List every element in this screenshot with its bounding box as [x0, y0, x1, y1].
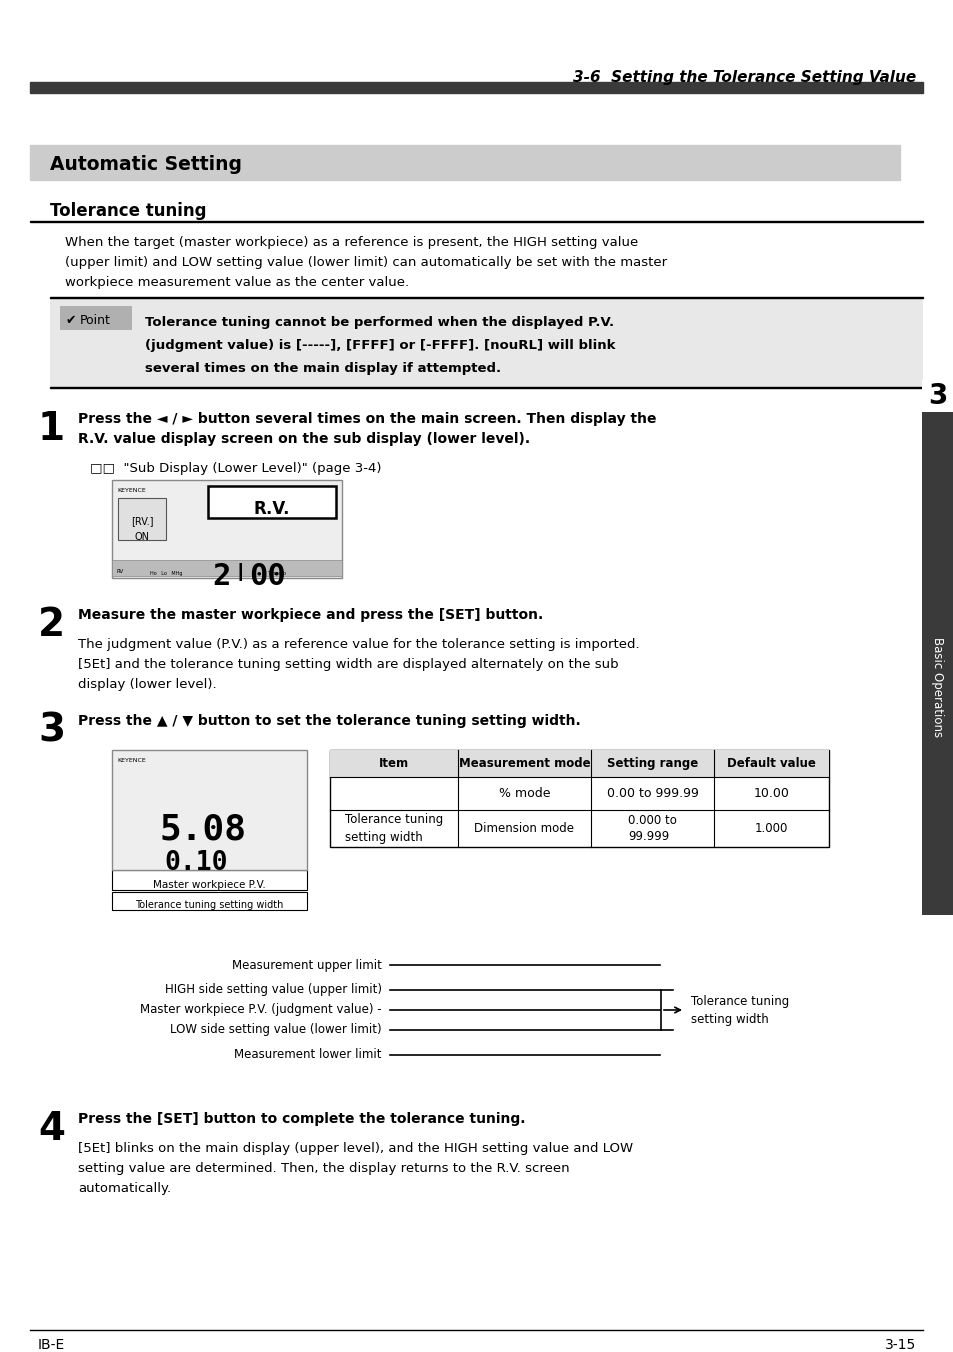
Text: Dimension mode: Dimension mode — [474, 822, 574, 836]
Text: Basic Operations: Basic Operations — [930, 637, 943, 738]
Text: R.V. value display screen on the sub display (lower level).: R.V. value display screen on the sub dis… — [78, 433, 530, 446]
Text: RV: RV — [117, 569, 124, 575]
Text: 00: 00 — [249, 562, 286, 591]
Bar — [50, 296, 923, 297]
Text: IB-E: IB-E — [38, 1338, 65, 1352]
Text: % mode: % mode — [498, 787, 550, 800]
Text: 3: 3 — [927, 383, 946, 410]
Text: R.V.: R.V. — [253, 500, 290, 518]
Text: Press the ◄ / ► button several times on the main screen. Then display the: Press the ◄ / ► button several times on … — [78, 412, 656, 426]
Text: Measurement lower limit: Measurement lower limit — [234, 1049, 381, 1061]
Bar — [60, 306, 132, 330]
Text: Tonne.b: Tonne.b — [267, 571, 286, 576]
Text: Tolerance tuning
setting width: Tolerance tuning setting width — [690, 995, 788, 1026]
Text: KEYENCE: KEYENCE — [117, 758, 146, 763]
Bar — [112, 480, 341, 579]
Bar — [30, 220, 923, 222]
Text: several times on the main display if attempted.: several times on the main display if att… — [145, 362, 500, 375]
Text: 3-6  Setting the Tolerance Setting Value: 3-6 Setting the Tolerance Setting Value — [572, 70, 915, 85]
Bar — [50, 387, 923, 388]
Text: The judgment value (P.V.) as a reference value for the tolerance setting is impo: The judgment value (P.V.) as a reference… — [78, 638, 639, 652]
Text: ON: ON — [134, 531, 150, 542]
Text: Ho   Lo   MHg: Ho Lo MHg — [150, 571, 182, 576]
Text: 0.10: 0.10 — [164, 850, 227, 876]
Bar — [921, 380, 953, 412]
Text: display (lower level).: display (lower level). — [78, 677, 216, 691]
Text: 3-15: 3-15 — [883, 1338, 915, 1352]
Text: (upper limit) and LOW setting value (lower limit) can automatically be set with : (upper limit) and LOW setting value (low… — [65, 256, 666, 269]
Bar — [112, 869, 307, 890]
Bar — [208, 485, 335, 518]
Text: 3: 3 — [38, 713, 65, 750]
Text: Tolerance tuning: Tolerance tuning — [50, 201, 206, 220]
Bar — [30, 82, 923, 93]
Text: Measurement upper limit: Measurement upper limit — [232, 959, 381, 972]
Text: (judgment value) is [-----], [FFFF] or [-FFFF]. [nouRL] will blink: (judgment value) is [-----], [FFFF] or [… — [145, 339, 615, 352]
Text: 0.000 to
99.999: 0.000 to 99.999 — [627, 814, 677, 844]
Text: [5Et] blinks on the main display (upper level), and the HIGH setting value and L: [5Et] blinks on the main display (upper … — [78, 1142, 633, 1155]
Text: Automatic Setting: Automatic Setting — [50, 155, 242, 174]
Bar — [50, 297, 923, 387]
Bar — [118, 498, 166, 539]
Text: When the target (master workpiece) as a reference is present, the HIGH setting v: When the target (master workpiece) as a … — [65, 237, 638, 249]
Text: Tolerance tuning setting width: Tolerance tuning setting width — [135, 900, 283, 910]
Text: Press the [SET] button to complete the tolerance tuning.: Press the [SET] button to complete the t… — [78, 1111, 525, 1126]
Text: workpiece measurement value as the center value.: workpiece measurement value as the cente… — [65, 276, 409, 289]
Text: □□  "Sub Display (Lower Level)" (page 3-4): □□ "Sub Display (Lower Level)" (page 3-4… — [90, 462, 381, 475]
Text: 1.000: 1.000 — [754, 822, 787, 836]
Text: Measure the master workpiece and press the [SET] button.: Measure the master workpiece and press t… — [78, 608, 542, 622]
Bar — [112, 750, 307, 869]
Text: Tolerance tuning cannot be performed when the displayed P.V.: Tolerance tuning cannot be performed whe… — [145, 316, 614, 329]
Text: 2: 2 — [38, 606, 65, 644]
Text: [5Et] and the tolerance tuning setting width are displayed alternately on the su: [5Et] and the tolerance tuning setting w… — [78, 658, 618, 671]
Bar — [30, 145, 899, 180]
Text: I: I — [236, 562, 244, 585]
Text: 1: 1 — [38, 410, 65, 448]
Bar — [330, 750, 828, 777]
Text: Tolerance tuning
setting width: Tolerance tuning setting width — [345, 814, 442, 844]
Text: Default value: Default value — [726, 757, 815, 771]
Text: Point: Point — [80, 314, 111, 327]
Text: 4: 4 — [38, 1110, 65, 1148]
Text: Item: Item — [378, 757, 409, 771]
Bar — [921, 380, 953, 915]
Text: KEYENCE: KEYENCE — [117, 488, 146, 493]
Text: ✔: ✔ — [66, 314, 76, 327]
Text: HIGH side setting value (upper limit): HIGH side setting value (upper limit) — [165, 983, 381, 996]
Text: setting value are determined. Then, the display returns to the R.V. screen: setting value are determined. Then, the … — [78, 1161, 569, 1175]
Text: automatically.: automatically. — [78, 1182, 171, 1195]
Text: Press the ▲ / ▼ button to set the tolerance tuning setting width.: Press the ▲ / ▼ button to set the tolera… — [78, 714, 580, 727]
Text: 2: 2 — [212, 562, 230, 591]
Text: 10.00: 10.00 — [753, 787, 789, 800]
Bar — [112, 560, 341, 576]
Bar — [112, 892, 307, 910]
Text: Master workpiece P.V.: Master workpiece P.V. — [153, 880, 266, 890]
Text: Master workpiece P.V. (judgment value) -: Master workpiece P.V. (judgment value) - — [140, 1003, 381, 1017]
Text: Measurement mode: Measurement mode — [458, 757, 590, 771]
Text: Setting range: Setting range — [606, 757, 698, 771]
Text: 0.00 to 999.99: 0.00 to 999.99 — [606, 787, 698, 800]
Text: 5.08: 5.08 — [160, 813, 247, 846]
Text: LOW side setting value (lower limit): LOW side setting value (lower limit) — [171, 1023, 381, 1037]
Text: [RV.]: [RV.] — [131, 516, 153, 526]
Bar — [330, 750, 828, 846]
